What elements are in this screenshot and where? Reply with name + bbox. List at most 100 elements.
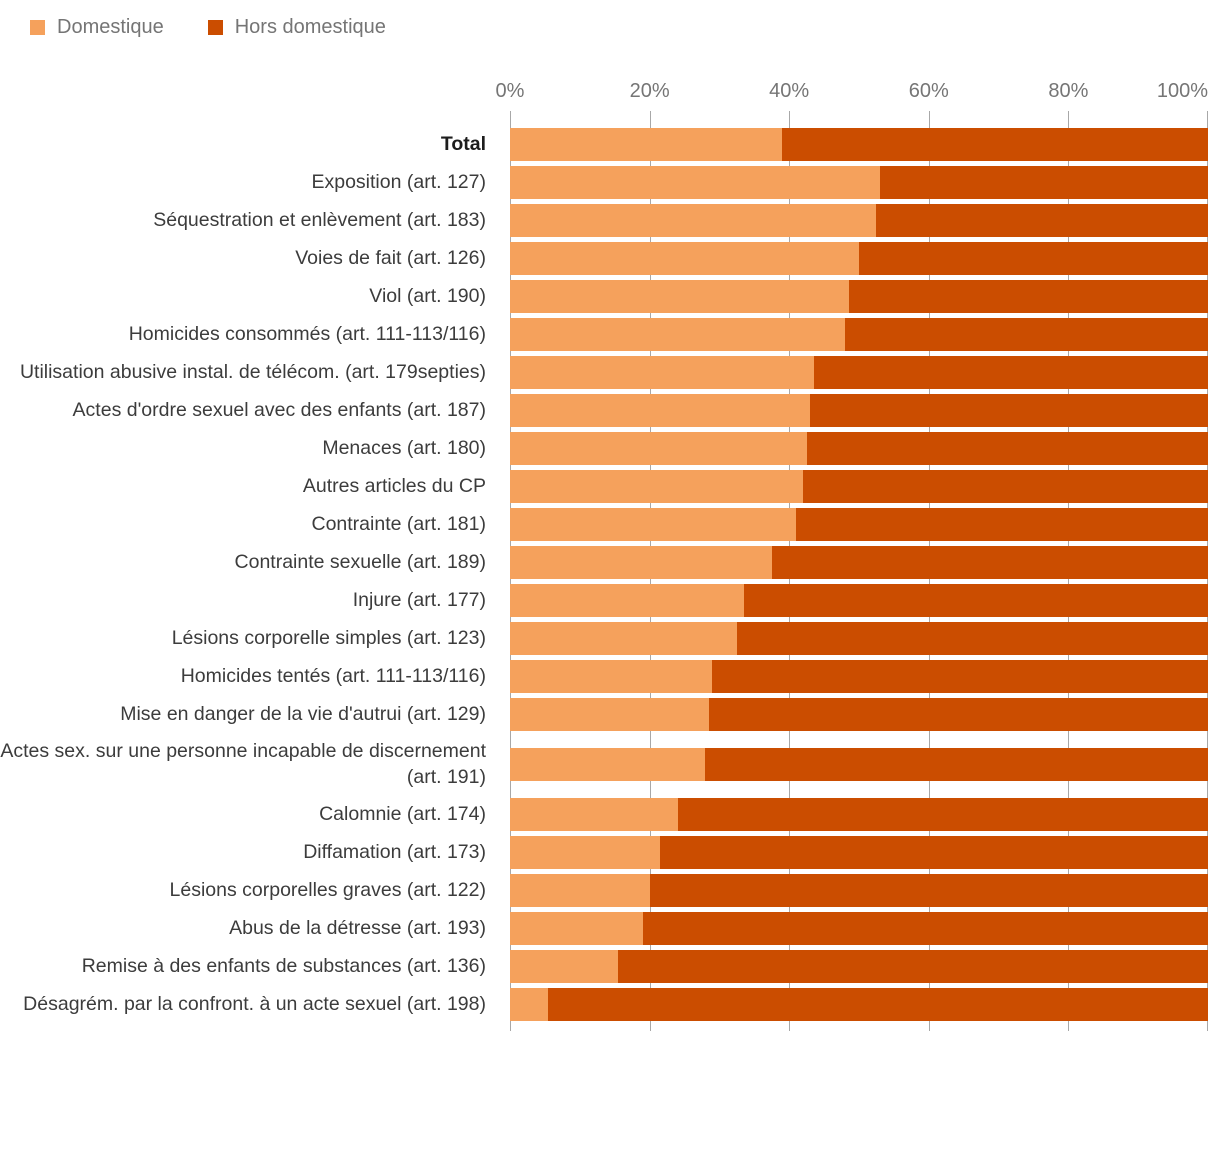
bar-track [510,747,1208,781]
bar-segment-domestique[interactable] [510,355,814,389]
bar-track [510,621,1208,655]
chart-row: Désagrém. par la confront. à un acte sex… [0,985,1220,1023]
axis-tick: 80% [1048,80,1089,102]
bar-segment-hors-domestique[interactable] [743,583,1208,617]
bar-segment-hors-domestique[interactable] [859,241,1208,275]
chart-row: Homicides tentés (art. 111-113/116) [0,657,1220,695]
chart-row: Abus de la détresse (art. 193) [0,909,1220,947]
bar-segment-domestique[interactable] [510,697,709,731]
bar-segment-domestique[interactable] [510,835,661,869]
category-label: Séquestration et enlèvement (art. 183) [153,209,486,231]
bar-segment-hors-domestique[interactable] [712,659,1208,693]
category-label: Contrainte (art. 181) [311,513,486,535]
bar-segment-domestique[interactable] [510,279,849,313]
category-label: Désagrém. par la confront. à un acte sex… [23,993,486,1015]
bar-segment-domestique[interactable] [510,747,706,781]
stacked-bar-chart: 0% 20% 40% 60% 80% 100% Total Exposition (art.… [0,65,1220,1031]
category-label: Calomnie (art. 174) [319,803,486,825]
bar-track [510,911,1208,945]
bar-segment-hors-domestique[interactable] [803,469,1208,503]
bar-track [510,873,1208,907]
axis-tick: 100% [1156,80,1208,102]
bar-segment-domestique[interactable] [510,317,846,351]
bar-segment-hors-domestique[interactable] [848,279,1208,313]
bar-segment-hors-domestique[interactable] [618,949,1208,983]
bar-segment-domestique[interactable] [510,431,807,465]
bar-segment-hors-domestique[interactable] [548,987,1208,1021]
chart-row: Mise en danger de la vie d'autrui (art. … [0,695,1220,733]
bar-segment-hors-domestique[interactable] [879,165,1208,199]
chart-row: Contrainte (art. 181) [0,505,1220,543]
bar-segment-hors-domestique[interactable] [649,873,1208,907]
bar-segment-domestique[interactable] [510,873,650,907]
plot-area: Total Exposition (art. 127) Séquestration … [0,111,1220,1031]
bar-segment-domestique[interactable] [510,507,797,541]
bar-segment-hors-domestique[interactable] [845,317,1208,351]
chart-row: Calomnie (art. 174) [0,795,1220,833]
axis-tick: 0% [495,80,525,102]
category-label: Remise à des enfants de substances (art.… [81,955,486,977]
chart-row: Autres articles du CP [0,467,1220,505]
axis-tick: 40% [769,80,810,102]
bar-track [510,203,1208,237]
bar-segment-hors-domestique[interactable] [771,545,1208,579]
bar-segment-domestique[interactable] [510,545,772,579]
category-label: Autres articles du CP [302,475,486,497]
category-label: Utilisation abusive instal. de télécom. … [19,361,486,383]
bar-segment-hors-domestique[interactable] [806,431,1208,465]
bar-segment-domestique[interactable] [510,393,811,427]
legend-item-domestique[interactable]: Domestique [30,16,164,39]
bar-track [510,949,1208,983]
bar-segment-domestique[interactable] [510,241,859,275]
category-label: Voies de fait (art. 126) [295,247,486,269]
legend-swatch-domestique [30,20,45,35]
chart-row: Lésions corporelles graves (art. 122) [0,871,1220,909]
bar-segment-domestique[interactable] [510,469,804,503]
chart-row: Diffamation (art. 173) [0,833,1220,871]
category-label: Viol (art. 190) [369,285,486,307]
bar-segment-hors-domestique[interactable] [876,203,1208,237]
bar-segment-domestique[interactable] [510,797,678,831]
category-label: Abus de la détresse (art. 193) [229,917,486,939]
category-label: Total [440,133,486,155]
bar-segment-domestique[interactable] [510,659,713,693]
chart-row: Voies de fait (art. 126) [0,239,1220,277]
bar-track [510,431,1208,465]
bar-segment-hors-domestique[interactable] [813,355,1208,389]
bar-segment-hors-domestique[interactable] [677,797,1208,831]
bar-segment-domestique[interactable] [510,621,737,655]
bar-segment-hors-domestique[interactable] [660,835,1208,869]
bar-segment-domestique[interactable] [510,949,619,983]
bar-segment-hors-domestique[interactable] [708,697,1208,731]
category-label: Injure (art. 177) [352,589,486,611]
category-label: Contrainte sexuelle (art. 189) [234,551,486,573]
bar-segment-hors-domestique[interactable] [642,911,1208,945]
legend-item-hors-domestique[interactable]: Hors domestique [207,16,386,39]
bar-segment-hors-domestique[interactable] [796,507,1208,541]
bar-segment-hors-domestique[interactable] [810,393,1208,427]
bar-track [510,697,1208,731]
bar-track [510,583,1208,617]
bar-track [510,317,1208,351]
bar-segment-domestique[interactable] [510,165,880,199]
category-label: Actes sex. sur une personne incapable de… [0,740,486,788]
x-axis: 0% 20% 40% 60% 80% 100% [0,65,1220,111]
bar-segment-hors-domestique[interactable] [736,621,1208,655]
bar-segment-domestique[interactable] [510,987,549,1021]
bar-segment-domestique[interactable] [510,127,783,161]
category-label: Diffamation (art. 173) [303,841,486,863]
category-label: Menaces (art. 180) [322,437,486,459]
chart-legend: Domestique Hors domestique [0,0,1220,39]
legend-label: Hors domestique [234,16,386,38]
chart-row: Menaces (art. 180) [0,429,1220,467]
bar-track [510,469,1208,503]
bar-segment-hors-domestique[interactable] [705,747,1208,781]
chart-row: Séquestration et enlèvement (art. 183) [0,201,1220,239]
bar-segment-domestique[interactable] [510,583,744,617]
bar-segment-hors-domestique[interactable] [782,127,1208,161]
bar-segment-domestique[interactable] [510,911,643,945]
bar-segment-domestique[interactable] [510,203,877,237]
chart-row: Lésions corporelle simples (art. 123) [0,619,1220,657]
bar-track [510,835,1208,869]
chart-row: Remise à des enfants de substances (art.… [0,947,1220,985]
